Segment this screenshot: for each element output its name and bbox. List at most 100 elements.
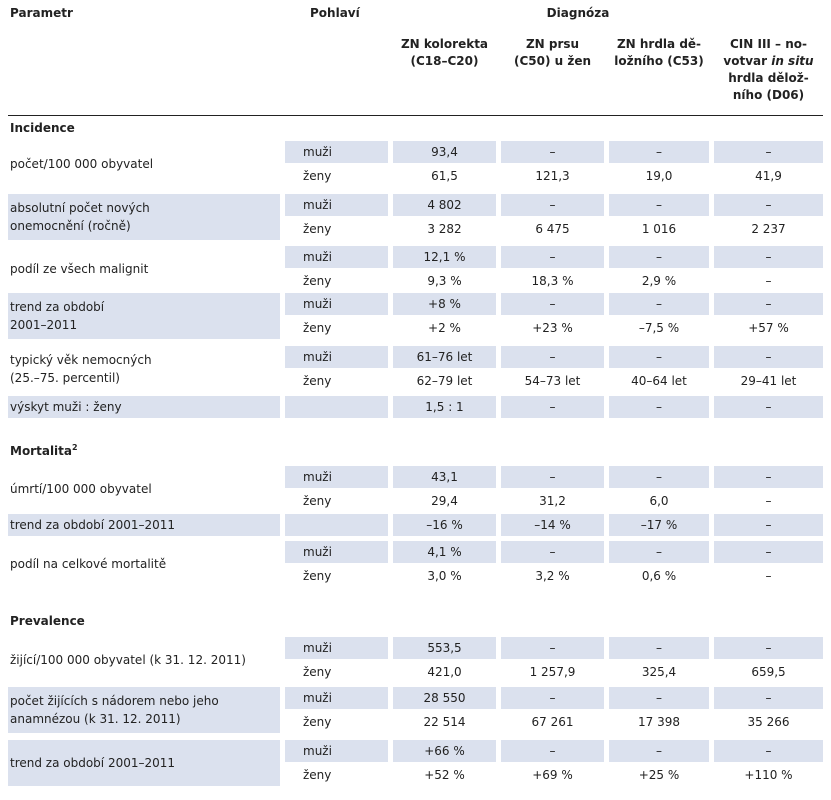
shade-cell <box>714 246 823 268</box>
column-header-line: ZN prsu <box>525 37 580 51</box>
value-cell: 18,3 % <box>531 274 574 288</box>
shade-cell <box>714 346 823 368</box>
row-label-line: onemocnění (ročně) <box>10 219 131 233</box>
sex-cell: muži <box>303 198 332 212</box>
value-cell: 6,0 <box>649 494 669 508</box>
value-cell: – <box>549 250 556 264</box>
value-cell: – <box>549 744 556 758</box>
sex-cell: ženy <box>303 665 332 679</box>
shade-cell <box>609 194 709 216</box>
value-cell: – <box>765 518 772 532</box>
shade-sex <box>285 141 388 163</box>
value-cell: – <box>765 274 772 288</box>
column-header-line: votvar in situ <box>723 54 814 68</box>
value-cell: +2 % <box>428 321 461 335</box>
row-label-line: trend za období 2001–2011 <box>10 756 176 770</box>
shade-cell <box>714 637 823 659</box>
value-cell: 61,5 <box>431 169 458 183</box>
shade-cell <box>393 687 496 709</box>
sex-cell: ženy <box>303 715 332 729</box>
shade-cell <box>393 346 496 368</box>
shade-cell <box>393 541 496 563</box>
row-label-line: podíl na celkové mortalitě <box>10 557 167 571</box>
shade-cell <box>501 740 604 762</box>
value-cell: 61–76 let <box>416 350 473 364</box>
row-label-line: anamnézou (k 31. 12. 2011) <box>10 712 181 726</box>
column-header-line: CIN III – no- <box>729 37 807 51</box>
value-cell: – <box>549 641 556 655</box>
value-cell: – <box>656 545 662 559</box>
row-label-line: 2001–2011 <box>10 318 78 332</box>
value-cell: – <box>549 400 556 414</box>
value-cell: 3,2 % <box>535 569 570 583</box>
value-cell: – <box>656 250 662 264</box>
value-cell: 3 282 <box>427 222 462 236</box>
sex-cell: muži <box>303 250 332 264</box>
value-cell: 3,0 % <box>427 569 462 583</box>
row-label-line: výskyt muži : ženy <box>10 400 122 414</box>
shade-cell <box>714 541 823 563</box>
row-label: typický věk nemocných (25.–75. percentil) <box>10 351 152 387</box>
header-rule <box>8 115 823 116</box>
section-incidence: Incidence <box>10 121 75 135</box>
shade-cell <box>609 541 709 563</box>
shade-cell <box>714 194 823 216</box>
sex-cell: ženy <box>303 569 332 583</box>
column-header-line: hrdla dělož- <box>728 71 809 85</box>
sex-cell: ženy <box>303 321 332 335</box>
row-label: výskyt muži : ženy <box>10 398 122 416</box>
value-cell: +57 % <box>748 321 789 335</box>
header-parametr: Parametr <box>10 6 73 20</box>
value-cell: – <box>765 545 772 559</box>
value-cell: 19,0 <box>645 169 673 183</box>
row-label: absolutní počet nových onemocnění (ročně) <box>10 199 150 235</box>
value-cell: – <box>549 350 556 364</box>
shade-cell <box>393 293 496 315</box>
value-cell: 1 257,9 <box>529 665 576 679</box>
shade-cell <box>393 194 496 216</box>
shade-param <box>8 740 280 786</box>
value-cell: +66 % <box>424 744 465 758</box>
value-cell: 1,5 : 1 <box>425 400 464 414</box>
sex-cell: ženy <box>303 494 332 508</box>
value-cell: 6 475 <box>535 222 570 236</box>
value-cell: 421,0 <box>427 665 462 679</box>
value-cell: – <box>549 145 556 159</box>
value-cell: – <box>656 145 662 159</box>
value-cell: 29–41 let <box>740 374 797 388</box>
row-label-line: (25.–75. percentil) <box>10 371 120 385</box>
sex-cell: ženy <box>303 222 332 236</box>
value-cell: 35 266 <box>747 715 790 729</box>
value-cell: –17 % <box>640 518 678 532</box>
sex-cell: ženy <box>303 274 332 288</box>
value-cell: 62–79 let <box>416 374 473 388</box>
sex-cell <box>303 514 373 536</box>
section-prevalence: Prevalence <box>10 614 85 628</box>
value-cell: – <box>549 198 556 212</box>
shade-cell <box>501 541 604 563</box>
value-cell: +25 % <box>638 768 680 782</box>
shade-cell <box>714 740 823 762</box>
header-pohlavi: Pohlaví <box>310 6 360 20</box>
value-cell: 29,4 <box>431 494 458 508</box>
shade-param <box>8 194 280 240</box>
shade-cell <box>501 514 604 536</box>
shade-cell <box>501 466 604 488</box>
value-cell: 17 398 <box>638 715 680 729</box>
row-label-line: žijící/100 000 obyvatel (k 31. 12. 2011) <box>10 653 246 667</box>
value-cell: – <box>656 641 662 655</box>
shade-sex <box>285 541 388 563</box>
value-cell: – <box>656 691 662 705</box>
row-label: podíl na celkové mortalitě <box>10 555 166 573</box>
row-label: úmrtí/100 000 obyvatel <box>10 480 152 498</box>
shade-sex <box>285 396 388 418</box>
value-cell: 553,5 <box>427 641 462 655</box>
value-cell: 40–64 let <box>631 374 687 388</box>
column-header-4: CIN III – no-votvar in situ hrdla dělož-n… <box>714 36 823 104</box>
value-cell: 4 802 <box>427 198 462 212</box>
value-cell: –16 % <box>426 518 463 532</box>
value-cell: – <box>549 691 556 705</box>
shade-sex <box>285 637 388 659</box>
value-cell: 2,9 % <box>641 274 677 288</box>
column-header-line: ZN kolorekta <box>400 37 489 51</box>
